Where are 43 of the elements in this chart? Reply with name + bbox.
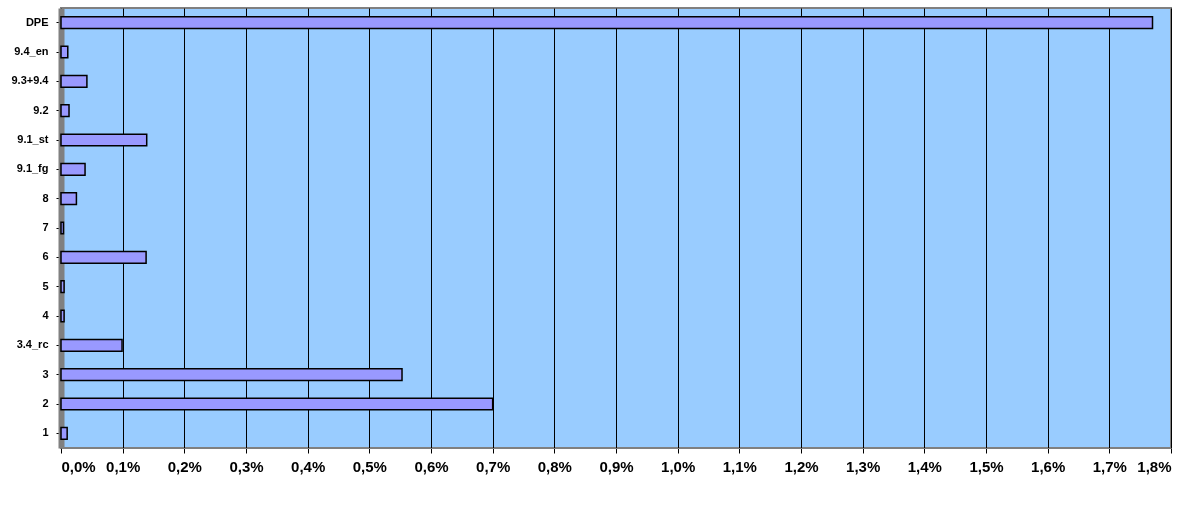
bar — [60, 309, 65, 323]
bar — [60, 162, 86, 176]
y-tick-label: 3 — [42, 367, 49, 380]
y-tick-label: 9.1_fg — [16, 162, 49, 175]
bar — [60, 280, 65, 294]
y-tick-label: 6 — [42, 250, 49, 263]
x-tick-label: 0,1% — [106, 457, 141, 475]
y-tick-label: 9.3+9.4 — [11, 74, 50, 87]
x-tick-label: 1,4% — [907, 457, 942, 475]
x-tick-label: 1,5% — [969, 457, 1004, 475]
x-tick-label: 0,2% — [167, 457, 202, 475]
x-tick-label: 1,7% — [1092, 457, 1127, 475]
x-tick-label: 0,8% — [537, 457, 572, 475]
y-tick-label: 2 — [42, 397, 49, 409]
bar — [60, 221, 65, 235]
bar — [60, 104, 70, 118]
x-tick-label: 0,6% — [414, 457, 449, 475]
x-tick-label: 1,2% — [784, 457, 819, 475]
y-tick-label: 5 — [42, 279, 49, 292]
x-tick-label: 1,8% — [1137, 457, 1172, 475]
y-tick-label: 7 — [42, 221, 49, 233]
y-tick-label: 9.4_en — [14, 45, 49, 57]
y-tick-label: 1 — [42, 426, 49, 439]
bar — [60, 192, 78, 206]
y-tick-label: 9.1_st — [17, 133, 49, 145]
y-tick-label: 9.2 — [33, 103, 49, 116]
x-tick-label: 1,6% — [1031, 457, 1066, 475]
y-tick-label: 8 — [42, 191, 49, 204]
x-tick-label: 0,4% — [291, 457, 326, 475]
x-tick-label: 0,7% — [476, 457, 511, 475]
x-tick-label: 1,1% — [722, 457, 757, 475]
y-tick-label: 3.4_rc — [16, 338, 49, 351]
y-tick-label: 4 — [42, 309, 50, 321]
bar — [60, 426, 68, 440]
x-tick-label: 1,3% — [846, 457, 881, 475]
x-tick-label: 0,0% — [61, 457, 96, 475]
x-tick-label: 0,3% — [229, 457, 264, 475]
bar — [60, 74, 88, 88]
x-tick-label: 1,0% — [661, 457, 696, 475]
y-tick-label: DPE — [25, 15, 49, 28]
x-tick-label: 0,5% — [352, 457, 387, 475]
x-tick-label: 0,9% — [599, 457, 634, 475]
bar — [60, 45, 69, 59]
